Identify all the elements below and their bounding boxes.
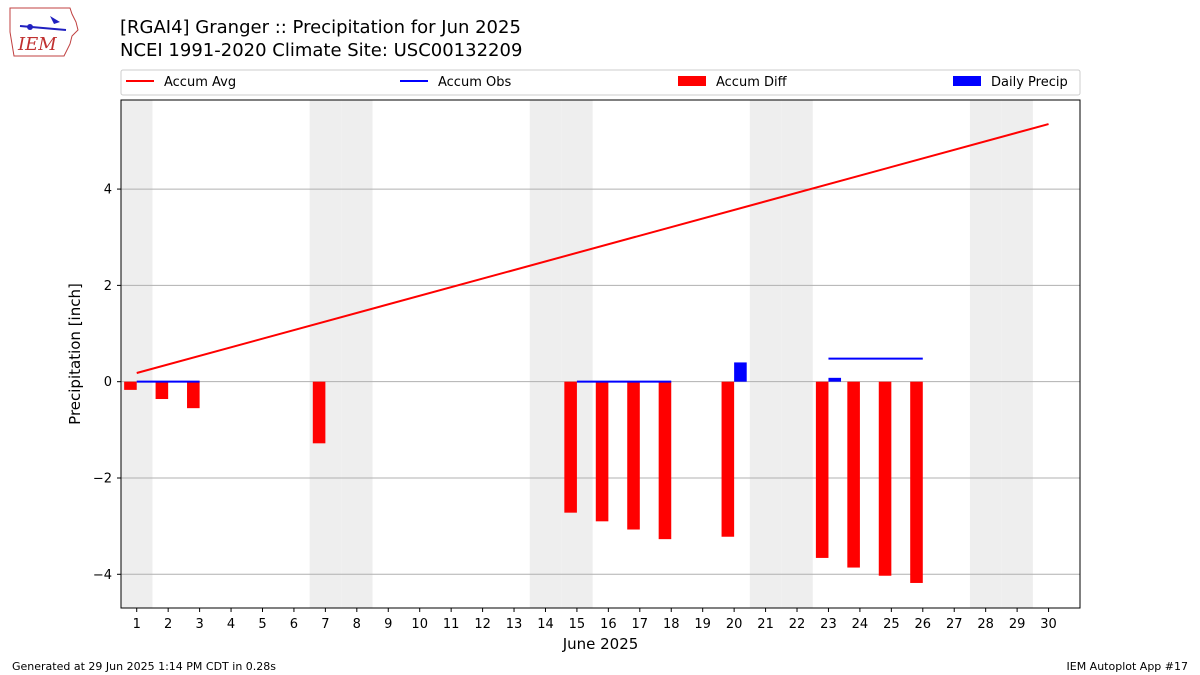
iowa-outline-icon — [9, 7, 79, 57]
x-tick-label: 10 — [411, 617, 428, 632]
accum-diff-bar — [878, 381, 892, 576]
legend-swatch-bar — [953, 76, 981, 86]
accum-diff-bar — [627, 381, 640, 530]
x-tick-label: 19 — [694, 617, 711, 632]
weekend-shade — [1001, 100, 1033, 608]
accum-avg-line — [136, 123, 1049, 374]
x-tick-label: 6 — [290, 617, 298, 632]
x-tick-label: 29 — [1009, 617, 1026, 632]
y-tick-label: −2 — [93, 471, 112, 486]
y-tick-label: −4 — [93, 568, 112, 583]
x-tick-label: 27 — [946, 617, 963, 632]
weekend-shade — [121, 100, 153, 608]
x-tick-label: 15 — [569, 617, 586, 632]
x-axis-label: June 2025 — [562, 635, 639, 653]
app-id: IEM Autoplot App #17 — [1066, 660, 1189, 673]
x-tick-label: 17 — [632, 617, 649, 632]
x-tick-label: 1 — [133, 617, 141, 632]
station-dot-icon — [27, 24, 33, 30]
x-tick-label: 22 — [789, 617, 806, 632]
accum-diff-bar — [187, 381, 200, 409]
legend-label: Accum Diff — [716, 75, 788, 90]
x-tick-label: 7 — [321, 617, 329, 632]
wind-vane-icon — [50, 16, 60, 24]
accum-diff-bar — [312, 381, 326, 444]
accum-diff-bar — [847, 381, 860, 568]
y-tick-label: 2 — [104, 279, 112, 294]
x-tick-label: 21 — [757, 617, 774, 632]
x-tick-label: 9 — [384, 617, 392, 632]
x-tick-label: 16 — [600, 617, 617, 632]
x-tick-label: 30 — [1040, 617, 1057, 632]
weekend-shade — [969, 100, 1002, 608]
accum-diff-bar — [815, 381, 829, 558]
x-tick-label: 2 — [164, 617, 172, 632]
x-tick-label: 4 — [227, 617, 235, 632]
y-tick-label: 4 — [104, 183, 112, 198]
legend-label: Daily Precip — [991, 75, 1068, 90]
weekend-shade — [341, 100, 373, 608]
daily-precip-bar — [828, 377, 842, 382]
accum-diff-bar — [124, 381, 137, 390]
x-tick-label: 3 — [195, 617, 203, 632]
x-tick-label: 11 — [443, 617, 460, 632]
weekend-shade — [781, 100, 813, 608]
y-tick-label: 0 — [104, 375, 112, 390]
daily-precip-bar — [734, 362, 747, 382]
chart-title: [RGAI4] Granger :: Precipitation for Jun… — [120, 17, 521, 38]
chart-subtitle: NCEI 1991-2020 Climate Site: USC00132209 — [120, 40, 523, 61]
x-tick-label: 8 — [353, 617, 361, 632]
accum-diff-bar — [721, 381, 735, 537]
x-tick-label: 14 — [537, 617, 554, 632]
x-tick-label: 23 — [820, 617, 837, 632]
x-tick-label: 12 — [474, 617, 491, 632]
legend-swatch-bar — [678, 76, 706, 86]
x-tick-label: 24 — [852, 617, 869, 632]
x-tick-label: 5 — [258, 617, 266, 632]
legend-frame — [120, 69, 1081, 96]
accum-diff-bar — [658, 381, 672, 540]
accum-diff-bar — [910, 381, 923, 583]
x-tick-label: 13 — [506, 617, 523, 632]
plot-frame — [120, 99, 1081, 609]
iem-logo: IEM — [9, 7, 79, 57]
weekend-shade — [561, 100, 593, 608]
y-axis-label: Precipitation [inch] — [66, 283, 84, 425]
generated-timestamp: Generated at 29 Jun 2025 1:14 PM CDT in … — [12, 660, 277, 673]
weekend-shade — [749, 100, 782, 608]
accum-diff-bar — [595, 381, 609, 522]
logo-text: IEM — [17, 34, 57, 55]
accum-diff-bar — [564, 381, 577, 513]
x-tick-label: 18 — [663, 617, 680, 632]
x-tick-label: 28 — [977, 617, 994, 632]
weekend-shade — [529, 100, 562, 608]
legend-label: Accum Avg — [164, 75, 236, 90]
weekend-shade — [309, 100, 342, 608]
x-tick-label: 20 — [726, 617, 743, 632]
x-tick-label: 26 — [915, 617, 932, 632]
x-tick-label: 25 — [883, 617, 900, 632]
accum-diff-bar — [155, 381, 169, 400]
legend-label: Accum Obs — [438, 75, 511, 90]
